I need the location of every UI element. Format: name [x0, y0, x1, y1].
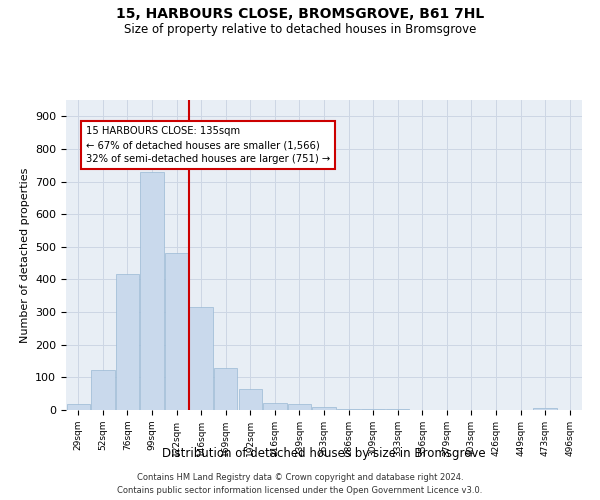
Bar	[165, 254, 188, 410]
Bar	[214, 368, 238, 410]
Bar	[91, 370, 115, 410]
Bar	[140, 172, 164, 410]
Text: Distribution of detached houses by size in Bromsgrove: Distribution of detached houses by size …	[162, 448, 486, 460]
Bar	[288, 404, 311, 410]
Bar	[533, 408, 557, 410]
Bar	[313, 407, 335, 410]
Text: 15 HARBOURS CLOSE: 135sqm
← 67% of detached houses are smaller (1,566)
32% of se: 15 HARBOURS CLOSE: 135sqm ← 67% of detac…	[86, 126, 330, 164]
Text: Contains HM Land Registry data © Crown copyright and database right 2024.
Contai: Contains HM Land Registry data © Crown c…	[118, 474, 482, 495]
Bar	[361, 408, 385, 410]
Bar	[239, 389, 262, 410]
Bar	[337, 408, 360, 410]
Text: Size of property relative to detached houses in Bromsgrove: Size of property relative to detached ho…	[124, 22, 476, 36]
Text: 15, HARBOURS CLOSE, BROMSGROVE, B61 7HL: 15, HARBOURS CLOSE, BROMSGROVE, B61 7HL	[116, 8, 484, 22]
Bar	[116, 274, 139, 410]
Bar	[67, 404, 90, 410]
Bar	[263, 403, 287, 410]
Y-axis label: Number of detached properties: Number of detached properties	[20, 168, 29, 342]
Bar	[190, 307, 213, 410]
